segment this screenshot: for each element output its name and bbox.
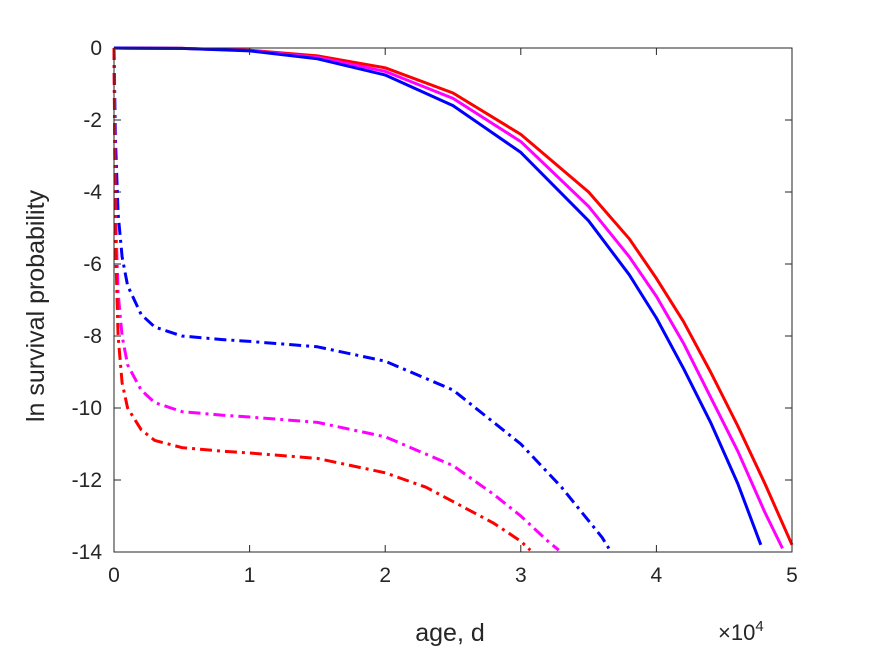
- y-tick-label: -2: [83, 109, 102, 132]
- y-axis-title: ln survival probability: [22, 189, 50, 422]
- x-tick-label: 2: [379, 564, 391, 587]
- y-tick-label: -8: [83, 325, 102, 348]
- x-tick-label: 5: [786, 564, 798, 587]
- ticks-layer: 0 1 2 3 4 5 0 -2 -4 -6 -8 -10 -12 -14: [72, 37, 798, 587]
- y-tick-label: 0: [90, 37, 102, 60]
- series-line-5: [112, 47, 560, 552]
- x-tick-label: 1: [244, 564, 256, 587]
- series-line-3: [113, 46, 763, 546]
- axes-box: [113, 47, 793, 553]
- x-tick-label: 3: [515, 564, 527, 587]
- y-tick-label: -6: [83, 253, 102, 276]
- y-tick-label: -12: [72, 469, 102, 492]
- x-axis-multiplier-exponent: 4: [755, 618, 763, 635]
- series-line-4: [112, 47, 611, 550]
- series-layer: [112, 46, 794, 552]
- x-tick-label: 4: [651, 564, 663, 587]
- y-tick-label: -10: [72, 397, 102, 420]
- x-axis-multiplier: ×104: [718, 618, 764, 645]
- x-axis-multiplier-base: ×10: [718, 620, 755, 645]
- plot-area: [114, 48, 792, 552]
- x-tick-label: 0: [108, 564, 120, 587]
- y-tick-label: -4: [83, 181, 102, 204]
- series-line-6: [112, 47, 532, 552]
- x-axis-title: age, d: [415, 619, 485, 647]
- y-tick-label: -14: [72, 541, 103, 564]
